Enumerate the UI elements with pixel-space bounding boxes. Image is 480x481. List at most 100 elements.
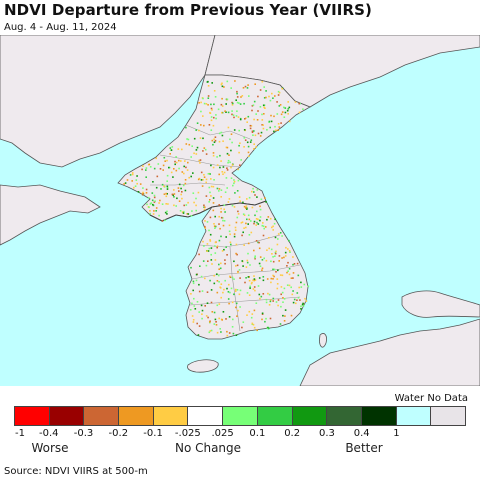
ndvi-pixel xyxy=(261,119,264,121)
ndvi-pixel xyxy=(264,197,266,199)
ndvi-pixel xyxy=(233,235,236,238)
ndvi-pixel xyxy=(248,279,251,282)
ndvi-pixel xyxy=(198,311,200,313)
ndvi-pixel xyxy=(213,103,215,106)
ndvi-pixel xyxy=(184,179,187,181)
ndvi-pixel xyxy=(198,325,201,327)
ndvi-pixel xyxy=(243,205,246,208)
ndvi-pixel xyxy=(307,285,310,287)
ndvi-pixel xyxy=(141,193,144,196)
ndvi-pixel xyxy=(205,178,208,181)
legend-swatch-7 xyxy=(257,407,293,425)
ndvi-pixel xyxy=(274,236,277,239)
ndvi-pixel xyxy=(165,203,167,205)
ndvi-pixel xyxy=(254,255,256,257)
ndvi-pixel xyxy=(195,129,197,131)
ndvi-pixel xyxy=(203,245,205,247)
ndvi-pixel xyxy=(240,222,243,224)
ndvi-pixel xyxy=(250,125,253,127)
ndvi-pixel xyxy=(253,286,256,288)
ndvi-pixel xyxy=(236,101,239,104)
ndvi-pixel xyxy=(279,232,282,234)
ndvi-pixel xyxy=(209,199,211,201)
ndvi-pixel xyxy=(229,138,231,141)
ndvi-pixel xyxy=(230,287,233,290)
legend-swatch-10 xyxy=(361,407,397,425)
ndvi-pixel xyxy=(137,191,140,193)
legend-swatch-11 xyxy=(396,407,432,425)
ndvi-pixel xyxy=(185,143,188,145)
legend-tick-6: .025 xyxy=(211,428,234,439)
ndvi-pixel xyxy=(217,274,220,277)
ndvi-pixel xyxy=(233,260,235,263)
ndvi-pixel xyxy=(211,263,213,265)
ndvi-pixel xyxy=(270,248,273,251)
ndvi-pixel xyxy=(238,269,241,271)
ndvi-pixel xyxy=(259,205,261,208)
ndvi-pixel xyxy=(228,224,231,227)
ndvi-pixel xyxy=(281,291,284,294)
ndvi-pixel xyxy=(280,293,282,296)
legend-swatch-1 xyxy=(49,407,85,425)
ndvi-pixel xyxy=(206,250,208,252)
ndvi-pixel xyxy=(165,195,168,198)
ndvi-pixel xyxy=(237,179,240,182)
ndvi-pixel xyxy=(234,192,236,194)
ndvi-pixel xyxy=(228,332,231,334)
legend-tick-4: -0.1 xyxy=(143,428,163,439)
ndvi-pixel xyxy=(257,223,260,225)
ndvi-pixel xyxy=(253,326,256,329)
legend-swatch-12 xyxy=(431,407,465,425)
ndvi-pixel xyxy=(175,161,178,164)
ndvi-pixel xyxy=(244,281,246,284)
ndvi-pixel xyxy=(218,190,220,192)
ndvi-pixel xyxy=(166,185,169,188)
ndvi-pixel xyxy=(281,257,283,259)
ndvi-pixel xyxy=(215,117,217,120)
ndvi-pixel xyxy=(268,247,270,250)
ndvi-pixel xyxy=(243,146,245,148)
ndvi-pixel xyxy=(236,253,238,256)
ndvi-pixel xyxy=(195,149,198,151)
ndvi-pixel xyxy=(292,290,294,292)
ndvi-pixel xyxy=(255,218,258,220)
source-note: Source: NDVI VIIRS at 500-m xyxy=(4,466,148,477)
ndvi-pixel xyxy=(231,104,234,106)
ndvi-pixel xyxy=(133,186,135,189)
ndvi-pixel xyxy=(205,264,208,267)
ndvi-pixel xyxy=(166,186,169,189)
ndvi-pixel xyxy=(268,120,271,123)
ndvi-pixel xyxy=(272,97,274,99)
ndvi-pixel xyxy=(188,143,191,146)
ndvi-pixel xyxy=(263,227,265,230)
ndvi-pixel xyxy=(261,224,264,227)
ndvi-pixel xyxy=(200,275,203,278)
ndvi-pixel xyxy=(189,309,192,311)
ndvi-pixel xyxy=(264,107,266,109)
ndvi-pixel xyxy=(265,298,268,301)
ndvi-pixel xyxy=(260,295,263,298)
ndvi-pixel xyxy=(280,286,283,288)
ndvi-pixel xyxy=(258,277,261,279)
ndvi-pixel xyxy=(253,100,256,103)
ndvi-pixel xyxy=(216,280,219,282)
ndvi-pixel xyxy=(205,153,208,155)
ndvi-pixel xyxy=(192,321,195,323)
ndvi-pixel xyxy=(226,287,228,290)
ndvi-pixel xyxy=(200,304,203,307)
ndvi-pixel xyxy=(224,259,226,261)
ndvi-pixel xyxy=(185,126,187,129)
ndvi-pixel xyxy=(283,116,286,118)
ndvi-pixel xyxy=(230,177,233,179)
ndvi-pixel xyxy=(277,233,280,235)
ndvi-pixel xyxy=(155,210,157,212)
ndvi-pixel xyxy=(172,176,174,178)
ndvi-pixel xyxy=(168,166,170,169)
legend-swatch-6 xyxy=(223,407,258,425)
ndvi-pixel xyxy=(236,216,239,219)
ndvi-pixel xyxy=(190,293,192,295)
ndvi-pixel xyxy=(208,124,211,126)
ndvi-pixel xyxy=(161,183,164,186)
ndvi-pixel xyxy=(250,139,253,141)
ndvi-pixel xyxy=(231,110,233,112)
